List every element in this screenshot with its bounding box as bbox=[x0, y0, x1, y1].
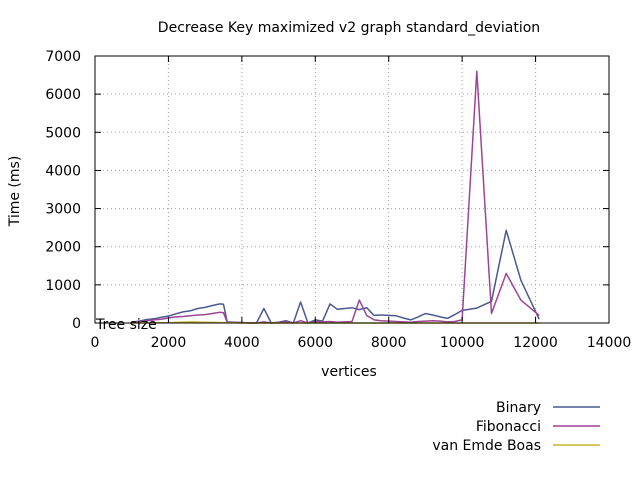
y-tick-label: 0 bbox=[72, 316, 81, 332]
x-tick-label: 0 bbox=[91, 335, 100, 351]
y-axis-label: Time (ms) bbox=[7, 156, 23, 228]
plot-frame bbox=[94, 55, 610, 324]
y-tick-label: 4000 bbox=[45, 163, 81, 179]
tree-size-annotation: Tree size bbox=[95, 317, 157, 333]
y-tick-label: 1000 bbox=[45, 278, 81, 294]
grid bbox=[95, 56, 609, 323]
chart-title: Decrease Key maximized v2 graph standard… bbox=[158, 20, 540, 36]
series-line-fibonacci bbox=[131, 70, 540, 324]
y-tick-label: 3000 bbox=[45, 202, 81, 218]
legend-label-binary: Binary bbox=[496, 400, 541, 416]
x-tick-label: 6000 bbox=[297, 335, 333, 351]
y-tick-label: 6000 bbox=[45, 87, 81, 103]
legend: Binary Fibonacci van Emde Boas bbox=[432, 400, 600, 454]
axis-ticks: 0 2000 4000 6000 8000 10000 12000 14000 0 1000 200… bbox=[45, 49, 631, 351]
y-tick-label: 5000 bbox=[45, 125, 81, 141]
legend-label-van-emde-boas: van Emde Boas bbox=[432, 438, 541, 454]
x-tick-label: 2000 bbox=[151, 335, 187, 351]
x-axis-label: vertices bbox=[321, 364, 377, 380]
y-tick-label: 2000 bbox=[45, 240, 81, 256]
x-tick-label: 10000 bbox=[440, 335, 485, 351]
x-tick-label: 8000 bbox=[371, 335, 407, 351]
x-tick-label: 4000 bbox=[224, 335, 260, 351]
y-tick-label: 7000 bbox=[45, 49, 81, 65]
x-tick-label: 12000 bbox=[513, 335, 558, 351]
legend-label-fibonacci: Fibonacci bbox=[476, 419, 541, 435]
x-tick-label: 14000 bbox=[587, 335, 632, 351]
series-line-binary bbox=[131, 229, 540, 324]
